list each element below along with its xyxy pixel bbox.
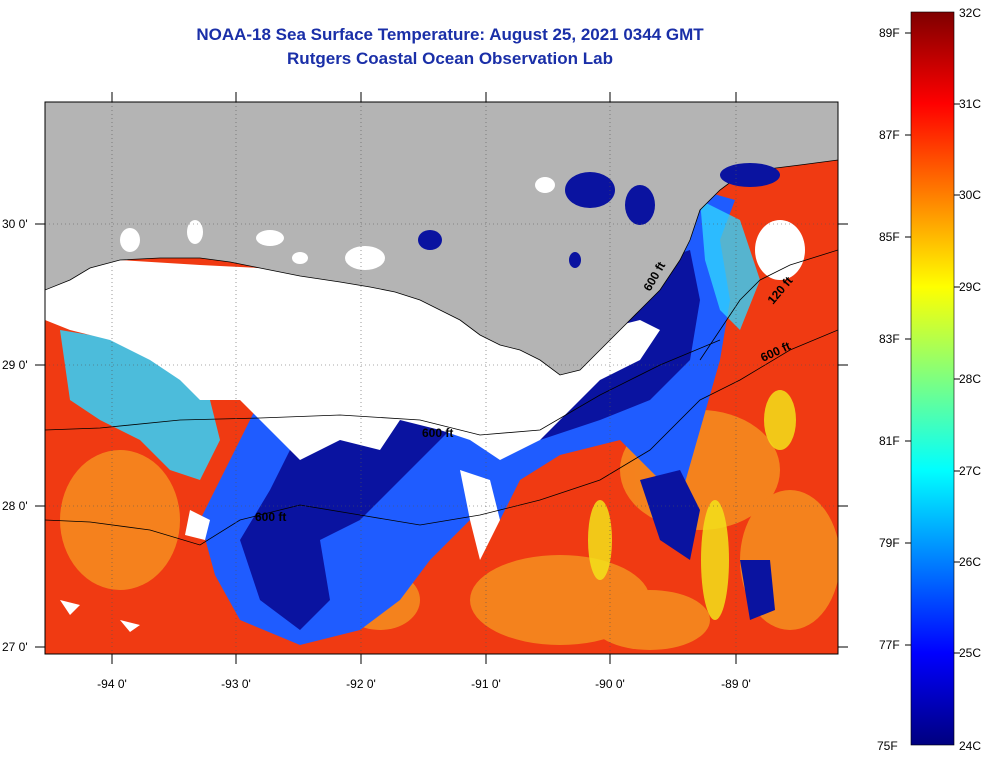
f-label: 89F <box>879 26 900 40</box>
f-label: 81F <box>879 434 900 448</box>
c-label: 29C <box>959 280 981 294</box>
cyan-streak-east <box>700 200 760 330</box>
fahrenheit-labels: 89F 87F 85F 83F 81F 79F 77F 75F <box>877 26 900 753</box>
map-ticks <box>35 92 848 664</box>
c-label: 24C <box>959 739 981 753</box>
temperature-colorbar <box>910 11 955 746</box>
map-subtitle: Rutgers Coastal Ocean Observation Lab <box>287 49 613 68</box>
deep-blue-region <box>200 250 700 630</box>
c-label: 31C <box>959 97 981 111</box>
c-label: 25C <box>959 646 981 660</box>
c-label: 26C <box>959 555 981 569</box>
lon-label: -93 0' <box>221 677 251 691</box>
lat-label: 27 0' <box>2 640 28 654</box>
celsius-labels: 32C 31C 30C 29C 28C 27C 26C 25C 24C <box>959 6 981 753</box>
map-frame <box>44 101 839 655</box>
f-label: 79F <box>879 536 900 550</box>
latitude-labels: 30 0' 29 0' 28 0' 27 0' <box>2 217 28 654</box>
c-label: 28C <box>959 372 981 386</box>
lon-label: -90 0' <box>595 677 625 691</box>
lon-label: -94 0' <box>97 677 127 691</box>
lat-label: 28 0' <box>2 499 28 513</box>
f-label: 75F <box>877 739 898 753</box>
inland-water-blue <box>418 163 780 268</box>
c-label: 30C <box>959 188 981 202</box>
c-label: 27C <box>959 464 981 478</box>
lat-label: 29 0' <box>2 358 28 372</box>
lat-label: 30 0' <box>2 217 28 231</box>
graticule <box>45 102 838 654</box>
map-area: 600 ft 600 ft 600 ft 120 ft 600 ft <box>45 102 838 654</box>
colorbar-ticks <box>905 32 960 654</box>
f-label: 77F <box>879 638 900 652</box>
cloud-cover <box>45 255 660 460</box>
lon-label: -92 0' <box>346 677 376 691</box>
contour-label: 600 ft <box>255 510 286 524</box>
depth-contours <box>45 249 838 546</box>
c-label: 32C <box>959 6 981 20</box>
inland-water <box>120 177 805 280</box>
f-label: 87F <box>879 128 900 142</box>
f-label: 83F <box>879 332 900 346</box>
cyan-water-region <box>60 330 220 480</box>
map-title: NOAA-18 Sea Surface Temperature: August … <box>196 25 704 44</box>
blue-eddy-east <box>640 470 775 620</box>
f-label: 85F <box>879 230 900 244</box>
lon-label: -89 0' <box>721 677 751 691</box>
lon-label: -91 0' <box>471 677 501 691</box>
contour-label: 600 ft <box>422 426 453 440</box>
longitude-labels: -94 0' -93 0' -92 0' -91 0' -90 0' -89 0… <box>97 677 751 691</box>
